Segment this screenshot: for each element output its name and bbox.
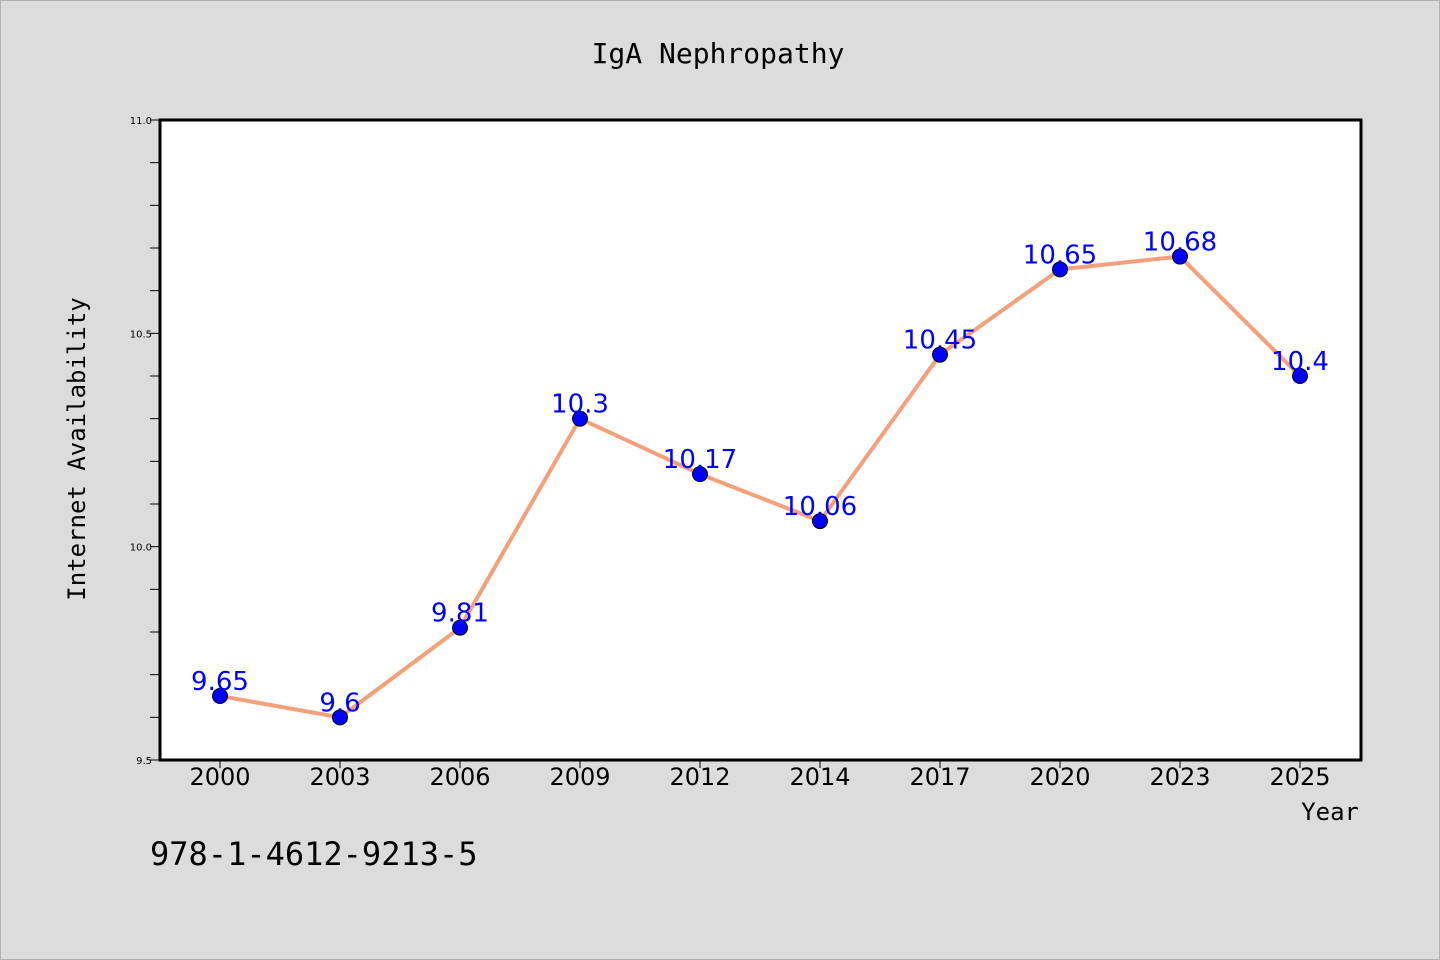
y-tick-label: 11.0	[130, 116, 152, 127]
data-label: 9.65	[191, 667, 249, 697]
data-label: 9.6	[319, 688, 360, 718]
x-tick-label: 2006	[429, 763, 490, 791]
data-point	[1292, 368, 1308, 384]
x-axis: 2000 2003 2006 2009 2012 2014 2017 2020 2023 2025	[189, 760, 1331, 791]
data-point	[572, 410, 588, 427]
data-point	[1172, 248, 1188, 265]
footer-code: 978-1-4612-9213-5	[150, 835, 478, 873]
x-tick-label: 2017	[909, 763, 970, 791]
data-point	[212, 688, 228, 704]
data-label: 10.06	[783, 492, 857, 522]
data-point	[692, 466, 708, 483]
data-label: 9.81	[431, 599, 489, 629]
data-label: 10.45	[903, 326, 977, 356]
data-label: 10.68	[1143, 228, 1217, 258]
x-axis-label: Year	[1301, 798, 1359, 826]
x-tick-label: 2020	[1029, 763, 1090, 791]
data-label: 10.65	[1023, 240, 1097, 270]
x-tick-label: 2003	[309, 763, 370, 791]
data-label: 10.3	[551, 390, 609, 420]
plot-area	[160, 120, 1361, 760]
x-tick-label: 2000	[189, 763, 250, 791]
data-label: 10.17	[663, 445, 737, 475]
y-tick-label: 10.5	[130, 329, 152, 340]
chart-title: IgA Nephropathy	[592, 37, 845, 70]
y-tick-label: 10.0	[130, 543, 152, 554]
x-tick-label: 2014	[789, 763, 850, 791]
x-tick-label: 2009	[549, 763, 610, 791]
y-tick-label: 9.5	[136, 756, 152, 767]
x-tick-label: 2023	[1149, 763, 1210, 791]
data-point	[332, 709, 348, 726]
data-labels: 9.65 9.6 9.81 10.3 10.17 10.06 10.45 10.65 10.68…	[191, 228, 1329, 719]
series-line	[219, 254, 1302, 720]
series-line-group	[219, 254, 1302, 720]
data-point	[812, 513, 828, 530]
x-tick-label: 2025	[1269, 763, 1330, 791]
x-tick-label: 2012	[669, 763, 730, 791]
series-markers	[212, 248, 1308, 726]
data-point	[932, 346, 948, 363]
data-point	[452, 619, 468, 636]
data-point	[1052, 261, 1068, 278]
data-label: 10.4	[1271, 347, 1329, 377]
y-axis-label: Internet Availability	[63, 297, 91, 600]
plot-border	[158, 118, 1363, 762]
y-axis: 9.5 10.0 10.5 11.0	[130, 116, 160, 767]
